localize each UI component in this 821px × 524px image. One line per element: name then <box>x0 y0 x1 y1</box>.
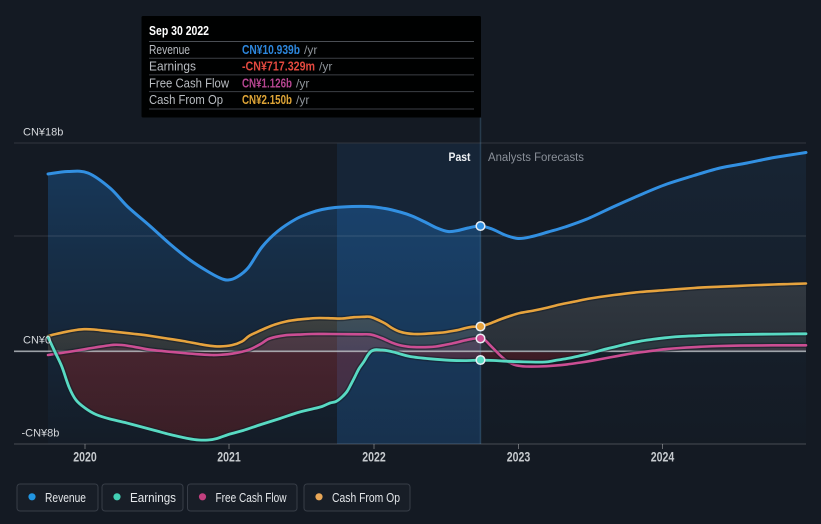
svg-text:Cash From Op: Cash From Op <box>332 490 400 505</box>
svg-text:/yr: /yr <box>296 93 309 107</box>
svg-text:CN¥0: CN¥0 <box>23 335 51 347</box>
svg-text:Free Cash Flow: Free Cash Flow <box>149 75 230 90</box>
svg-text:Analysts Forecasts: Analysts Forecasts <box>488 152 584 164</box>
svg-text:CN¥1.126b: CN¥1.126b <box>242 75 292 90</box>
svg-text:CN¥2.150b: CN¥2.150b <box>242 92 292 107</box>
svg-text:CN¥18b: CN¥18b <box>23 127 63 139</box>
svg-text:2021: 2021 <box>217 449 241 464</box>
svg-text:2024: 2024 <box>651 449 675 464</box>
svg-text:2023: 2023 <box>507 449 531 464</box>
svg-text:-CN¥8b: -CN¥8b <box>22 428 60 440</box>
svg-text:Revenue: Revenue <box>45 490 86 505</box>
svg-text:Past: Past <box>449 150 471 164</box>
svg-text:/yr: /yr <box>296 76 309 90</box>
svg-text:/yr: /yr <box>304 43 317 57</box>
svg-text:2022: 2022 <box>362 449 386 464</box>
svg-text:Cash From Op: Cash From Op <box>149 92 223 107</box>
svg-text:/yr: /yr <box>319 60 332 74</box>
svg-text:Revenue: Revenue <box>149 42 190 57</box>
svg-text:CN¥10.939b: CN¥10.939b <box>242 42 300 57</box>
svg-text:2020: 2020 <box>73 449 97 464</box>
svg-text:-CN¥717.329m: -CN¥717.329m <box>242 59 315 74</box>
svg-text:Earnings: Earnings <box>130 490 176 505</box>
svg-text:Sep 30 2022: Sep 30 2022 <box>149 23 209 38</box>
svg-text:Earnings: Earnings <box>149 59 196 74</box>
svg-text:Free Cash Flow: Free Cash Flow <box>216 490 287 505</box>
